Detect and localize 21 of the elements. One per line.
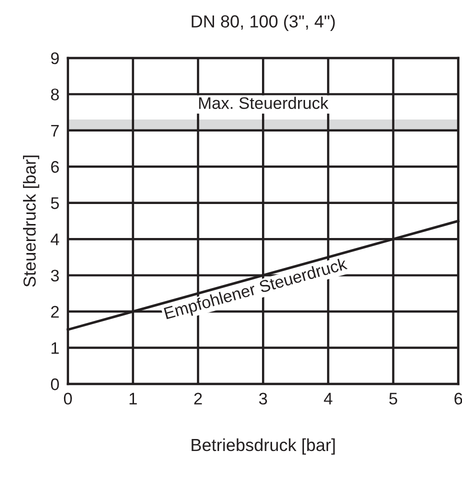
y-tick-label: 5 [50,197,59,210]
y-tick-label: 6 [51,161,59,173]
y-tick-label: 0 [50,378,59,390]
band-label: Max. Steuerdruck [199,96,328,110]
chart-title: DN 80, 100 (3", 4") [192,14,335,31]
y-tick-label: 2 [51,306,59,318]
x-tick-label: 3 [259,392,268,405]
y-tick-label: 4 [50,234,60,246]
y-tick-label: 9 [51,52,59,64]
y-tick-label: 1 [52,342,59,354]
x-tick-label: 1 [130,392,137,404]
x-tick-label: 0 [64,392,72,405]
x-tick-label: 2 [194,392,202,404]
y-tick-label: 3 [50,270,59,282]
y-tick-label: 8 [51,88,59,100]
x-tick-label: 6 [454,392,462,405]
x-tick-label: 4 [324,392,332,404]
x-tick-label: 5 [389,392,398,405]
y-axis-title: Steuerdruck [bar] [23,156,40,287]
x-axis-title: Betriebsdruck [bar] [192,438,335,455]
y-tick-label: 7 [51,124,59,136]
